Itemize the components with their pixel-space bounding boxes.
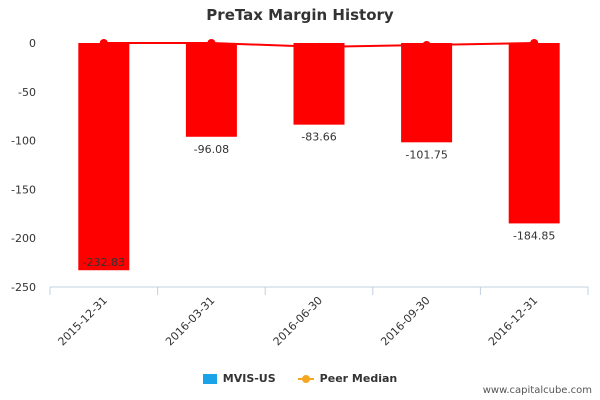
peer-median-point [315, 42, 323, 51]
x-tick-label: 2015-12-31 [56, 294, 110, 348]
legend-swatch-mvis [202, 373, 217, 384]
peer-median-point [530, 39, 539, 47]
legend-label-peer-median: Peer Median [319, 372, 398, 385]
footer-credit: www.capitalcube.com [482, 385, 592, 396]
legend-label-mvis: MVIS-US [222, 372, 276, 385]
x-tick-label: 2016-03-31 [163, 294, 217, 348]
peer-median-point [422, 40, 431, 49]
x-tick-label: 2016-09-30 [378, 294, 432, 348]
data-label: -184.85 [513, 229, 555, 242]
peer-median-point [99, 39, 108, 47]
data-label: -101.75 [405, 148, 447, 161]
y-tick-label: -150 [11, 183, 36, 196]
bar [185, 43, 237, 137]
x-tick-label: 2016-06-30 [271, 294, 325, 348]
legend-item-peer-median[interactable]: Peer Median [297, 372, 398, 385]
data-label: -96.08 [194, 143, 229, 156]
y-tick-label: -50 [18, 86, 36, 99]
bar [293, 43, 345, 125]
y-tick-label: -250 [11, 281, 36, 294]
bar [508, 43, 560, 224]
y-tick-label: -100 [11, 135, 36, 148]
y-tick-label: 0 [29, 37, 36, 50]
peer-median-point [207, 39, 216, 47]
legend: MVIS-US Peer Median [0, 372, 600, 385]
bar [401, 43, 453, 143]
y-tick-label: -200 [11, 232, 36, 245]
data-label: -83.66 [301, 131, 336, 144]
data-label: -232.83 [83, 256, 125, 269]
x-tick-label: 2016-12-31 [486, 294, 540, 348]
legend-swatch-peer-median [297, 374, 314, 384]
bar [78, 43, 130, 271]
legend-item-mvis[interactable]: MVIS-US [202, 372, 276, 385]
chart-title: PreTax Margin History [206, 6, 394, 24]
